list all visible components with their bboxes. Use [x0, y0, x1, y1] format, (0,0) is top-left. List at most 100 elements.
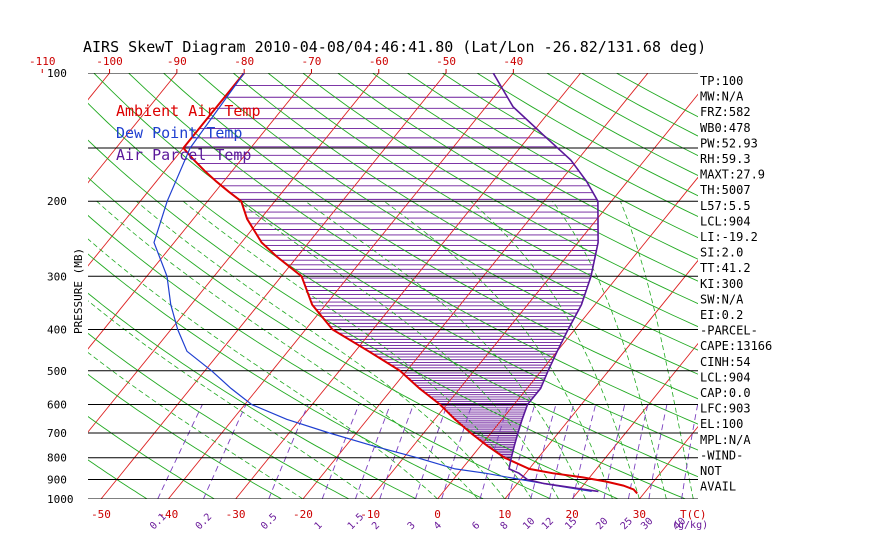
top-temp-tick-labels: -120-110-100-90-80-70-60-50-40	[29, 55, 523, 73]
top-temp-tick-label: -70	[302, 55, 322, 68]
index-entry: TP:100	[700, 74, 743, 88]
isotherm-line	[0, 73, 42, 499]
dry-adiabat-line	[88, 176, 619, 499]
mixing-ratio-tick-label: 1	[313, 520, 325, 532]
bottom-temp-tick-label: 0	[434, 508, 441, 521]
pressure-tick-label: 500	[47, 365, 67, 378]
index-entry: TT:41.2	[700, 261, 751, 275]
bottom-temp-tick-label: -10	[360, 508, 380, 521]
plot-background	[88, 73, 698, 499]
index-entry: SI:2.0	[700, 246, 743, 260]
index-entry: MPL:N/A	[700, 433, 751, 447]
index-entry: KI:300	[700, 277, 743, 291]
pressure-tick-label: 600	[47, 398, 67, 411]
plot-area	[0, 73, 870, 499]
top-temp-tick-label: -40	[503, 55, 523, 68]
pressure-tick-label: 300	[47, 270, 67, 283]
index-entry: CAPE:13166	[700, 339, 772, 353]
pressure-tick-label: 800	[47, 452, 67, 465]
dry-adiabat-line	[302, 73, 698, 305]
dry-adiabat-line	[372, 73, 698, 260]
isotherm-line	[369, 93, 698, 499]
dry-adiabat-line	[88, 253, 484, 499]
x-axis-label: T(C)	[680, 508, 707, 521]
isotherm-line	[100, 73, 447, 499]
mixing-ratio-tick-label: 20	[594, 516, 610, 532]
index-entry: TH:5007	[700, 183, 751, 197]
pressure-tick-label: 900	[47, 474, 67, 487]
index-entry: -PARCEL-	[700, 324, 758, 338]
pressure-tick-labels: 100 200 300 400 500 600 700 800 900 1000	[47, 67, 74, 506]
index-entry: NOT	[700, 464, 722, 478]
pressure-tick-label: 700	[47, 427, 67, 440]
pressure-tick-label: 100	[47, 67, 67, 80]
dry-adiabat-line	[88, 139, 686, 499]
bottom-temp-tick-label: 20	[565, 508, 578, 521]
index-entry: AVAIL	[700, 480, 736, 494]
dew-point-line	[153, 73, 592, 492]
isotherm-line	[774, 73, 870, 499]
isotherm-line	[639, 425, 698, 499]
legend-entry: Ambient Air Temp	[116, 102, 261, 120]
dry-adiabat-line	[128, 73, 698, 425]
index-entry: MW:N/A	[700, 90, 744, 104]
isotherm-line	[437, 176, 698, 499]
mixing-ratio-tick-label: 0.2	[194, 512, 215, 533]
mixing-ratio-tick-label: 0.5	[259, 512, 280, 533]
index-entry: L57:5.5	[700, 199, 751, 213]
index-entry: MAXT:27.9	[700, 168, 765, 182]
bottom-temp-tick-label: 30	[633, 508, 646, 521]
index-entry: FRZ:582	[700, 105, 751, 119]
dry-adiabat-line	[163, 73, 698, 400]
isotherm-line	[88, 73, 178, 184]
index-entry: WB0:478	[700, 121, 751, 135]
dry-adiabat-lines	[0, 73, 698, 499]
index-entry: SW:N/A	[700, 292, 744, 306]
legend-entry: Air Parcel Temp	[116, 146, 251, 164]
moist-adiabat-line	[383, 200, 613, 499]
mixing-ratio-tick-label: 10	[521, 516, 537, 532]
index-entry: EI:0.2	[700, 308, 743, 322]
index-entry: EL:100	[700, 417, 743, 431]
dry-adiabat-line	[0, 73, 80, 499]
mixing-ratio-tick-label: 3	[406, 520, 418, 532]
mixing-ratio-unit: (g/kg)	[672, 520, 708, 531]
dry-adiabat-line	[267, 73, 698, 328]
bottom-temp-tick-label: -20	[293, 508, 313, 521]
dry-adiabat-line	[337, 73, 698, 282]
isotherm-line	[504, 259, 698, 499]
bottom-temp-tick-label: -50	[91, 508, 111, 521]
moist-adiabat-line	[96, 200, 479, 499]
top-temp-tick-label: -50	[436, 55, 456, 68]
isotherm-line	[167, 73, 514, 499]
top-temp-tick-label: -90	[167, 55, 187, 68]
mixing-ratio-tick-label: 4	[432, 520, 444, 532]
dry-adiabat-line	[88, 214, 552, 499]
mixing-ratio-tick-label: 6	[470, 520, 482, 532]
dry-adiabat-line	[88, 373, 282, 499]
dry-adiabat-line	[93, 73, 698, 451]
index-entry: CINH:54	[700, 355, 751, 369]
bottom-temp-tick-label: -30	[226, 508, 246, 521]
index-entry: LCL:904	[700, 370, 751, 384]
mixing-ratio-tick-label: 12	[540, 516, 556, 532]
bottom-temp-tick-labels: -50 -40 -30 -20 -10 0 10 20 30	[91, 508, 646, 521]
dry-adiabat-line	[88, 459, 148, 499]
isotherm-line	[235, 73, 582, 499]
dry-adiabat-line	[232, 73, 698, 351]
cape-hatch-region	[184, 73, 599, 460]
index-entry: LCL:904	[700, 214, 751, 228]
pressure-tick-label: 200	[47, 195, 67, 208]
dry-adiabat-line	[0, 73, 13, 499]
isotherm-line	[88, 73, 312, 350]
legend-entry: Dew Point Temp	[116, 124, 242, 142]
dry-adiabat-line	[88, 102, 698, 478]
top-temp-tick-label: -100	[96, 55, 123, 68]
index-entry: CAP:0.0	[700, 386, 751, 400]
dry-adiabat-line	[88, 292, 417, 499]
isotherm-line	[302, 73, 649, 499]
top-temp-tick-label: -80	[234, 55, 254, 68]
dry-adiabat-line	[88, 416, 215, 499]
y-axis-label: PRESSURE (MB)	[72, 248, 85, 334]
